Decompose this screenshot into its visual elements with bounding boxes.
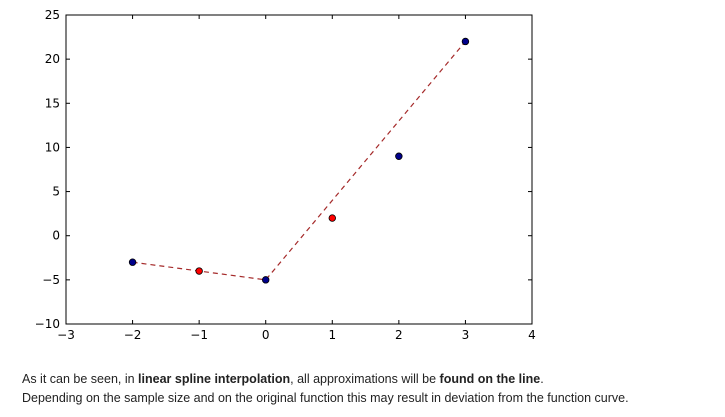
caption-line-1: As it can be seen, in linear spline inte… xyxy=(22,371,544,387)
interpolation-line xyxy=(132,41,466,281)
data-point xyxy=(195,267,203,275)
y-tick-label: −5 xyxy=(42,273,60,287)
plot-frame xyxy=(65,14,533,325)
x-tick-label: 4 xyxy=(528,328,536,342)
y-tick-label: −10 xyxy=(35,317,60,331)
x-tick-label: −1 xyxy=(190,328,208,342)
y-tick-label: 10 xyxy=(45,140,60,154)
y-tick-label: 5 xyxy=(52,185,60,199)
x-tick-label: 2 xyxy=(395,328,403,342)
series-points xyxy=(128,37,470,284)
data-point xyxy=(395,152,403,160)
caption-text: , all approximations will be xyxy=(290,372,440,386)
caption-line-2: Depending on the sample size and on the … xyxy=(22,391,629,405)
data-point xyxy=(461,37,470,46)
y-tick-label: 20 xyxy=(45,52,60,66)
y-tick-label: 15 xyxy=(45,96,60,110)
data-point xyxy=(328,214,336,222)
x-tick-label: 3 xyxy=(462,328,470,342)
y-tick-label: 25 xyxy=(45,8,60,22)
series-lines xyxy=(132,41,466,281)
x-tick-label: −2 xyxy=(124,328,142,342)
caption-text: As it can be seen, in xyxy=(22,372,139,386)
caption-text: . xyxy=(540,372,544,386)
data-point xyxy=(262,276,270,284)
data-point xyxy=(128,258,137,266)
x-tick-label: −3 xyxy=(57,328,75,342)
caption-bold-term: linear spline interpolation xyxy=(138,372,291,386)
x-tick-label: 1 xyxy=(328,328,336,342)
x-tick-label: 0 xyxy=(262,328,270,342)
y-tick-label: 0 xyxy=(52,229,60,243)
caption-bold-phrase: found on the line xyxy=(439,372,541,386)
